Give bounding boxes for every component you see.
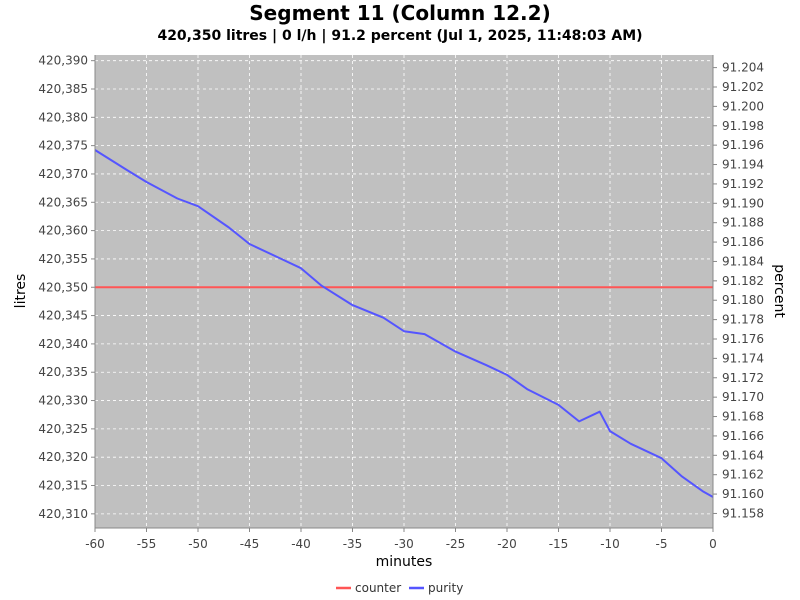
right-tick-label: 91.176: [722, 332, 764, 346]
right-tick-label: 91.158: [722, 506, 764, 520]
chart-subtitle: 420,350 litres | 0 l/h | 91.2 percent (J…: [157, 28, 642, 44]
left-tick-label: 420,365: [38, 195, 88, 209]
x-axis-ticks: -60 -55 -50 -45 -40 -35 -30 -25 -20 -15 -10 -5 0: [85, 528, 717, 551]
series-line-purity: [94, 149, 714, 498]
x-tick-label: -50: [188, 537, 208, 551]
left-tick-label: 420,325: [38, 422, 88, 436]
x-tick-label: -5: [656, 537, 668, 551]
left-tick-label: 420,350: [38, 280, 88, 294]
left-tick-label: 420,355: [38, 252, 88, 266]
right-tick-label: 91.164: [722, 448, 764, 462]
x-tick-label: -30: [394, 537, 414, 551]
right-tick-label: 91.162: [722, 468, 764, 482]
chart-title: Segment 11 (Column 12.2): [249, 1, 550, 25]
right-tick-label: 91.166: [722, 429, 764, 443]
right-tick-label: 91.200: [722, 99, 764, 113]
legend-label-purity: purity: [428, 581, 463, 595]
right-tick-label: 91.172: [722, 371, 764, 385]
right-axis-label: percent: [771, 264, 787, 318]
right-tick-label: 91.198: [722, 119, 764, 133]
left-tick-label: 420,360: [38, 224, 88, 238]
x-tick-label: -10: [600, 537, 620, 551]
legend-label-counter: counter: [355, 581, 401, 595]
left-tick-label: 420,370: [38, 167, 88, 181]
right-tick-label: 91.188: [722, 216, 764, 230]
right-tick-label: 91.182: [722, 274, 764, 288]
left-tick-label: 420,330: [38, 394, 88, 408]
x-axis-label: minutes: [376, 554, 433, 570]
left-tick-label: 420,345: [38, 309, 88, 323]
right-tick-label: 91.194: [722, 158, 764, 172]
x-tick-label: -45: [240, 537, 260, 551]
legend: counter purity: [336, 581, 463, 595]
x-tick-label: -55: [137, 537, 157, 551]
right-tick-label: 91.196: [722, 138, 764, 152]
left-tick-label: 420,385: [38, 82, 88, 96]
right-tick-label: 91.202: [722, 80, 764, 94]
right-tick-label: 91.186: [722, 235, 764, 249]
x-tick-label: -60: [85, 537, 105, 551]
left-tick-label: 420,310: [38, 507, 88, 521]
left-axis-ticks: 420,310 420,315 420,320 420,325 420,330 420,3…: [38, 54, 95, 521]
right-tick-label: 91.184: [722, 254, 764, 268]
x-tick-label: -40: [291, 537, 311, 551]
series-layer: [94, 149, 714, 498]
left-tick-label: 420,375: [38, 139, 88, 153]
left-tick-label: 420,340: [38, 337, 88, 351]
x-tick-label: -35: [343, 537, 363, 551]
x-tick-label: -20: [497, 537, 517, 551]
x-tick-label: 0: [709, 537, 717, 551]
right-tick-label: 91.190: [722, 196, 764, 210]
left-tick-label: 420,335: [38, 365, 88, 379]
left-tick-label: 420,315: [38, 479, 88, 493]
left-tick-label: 420,380: [38, 110, 88, 124]
left-axis-label: litres: [13, 274, 29, 309]
right-tick-label: 91.170: [722, 390, 764, 404]
right-tick-label: 91.174: [722, 351, 764, 365]
left-tick-label: 420,390: [38, 54, 88, 68]
right-tick-label: 91.178: [722, 313, 764, 327]
right-tick-label: 91.180: [722, 293, 764, 307]
right-tick-label: 91.204: [722, 61, 764, 75]
x-tick-label: -25: [446, 537, 466, 551]
x-tick-label: -15: [549, 537, 569, 551]
right-tick-label: 91.192: [722, 177, 764, 191]
right-axis-ticks: 91.158 91.160 91.162 91.164 91.166 91.168 91.1…: [713, 61, 764, 520]
left-tick-label: 420,320: [38, 450, 88, 464]
right-tick-label: 91.160: [722, 487, 764, 501]
right-tick-label: 91.168: [722, 410, 764, 424]
